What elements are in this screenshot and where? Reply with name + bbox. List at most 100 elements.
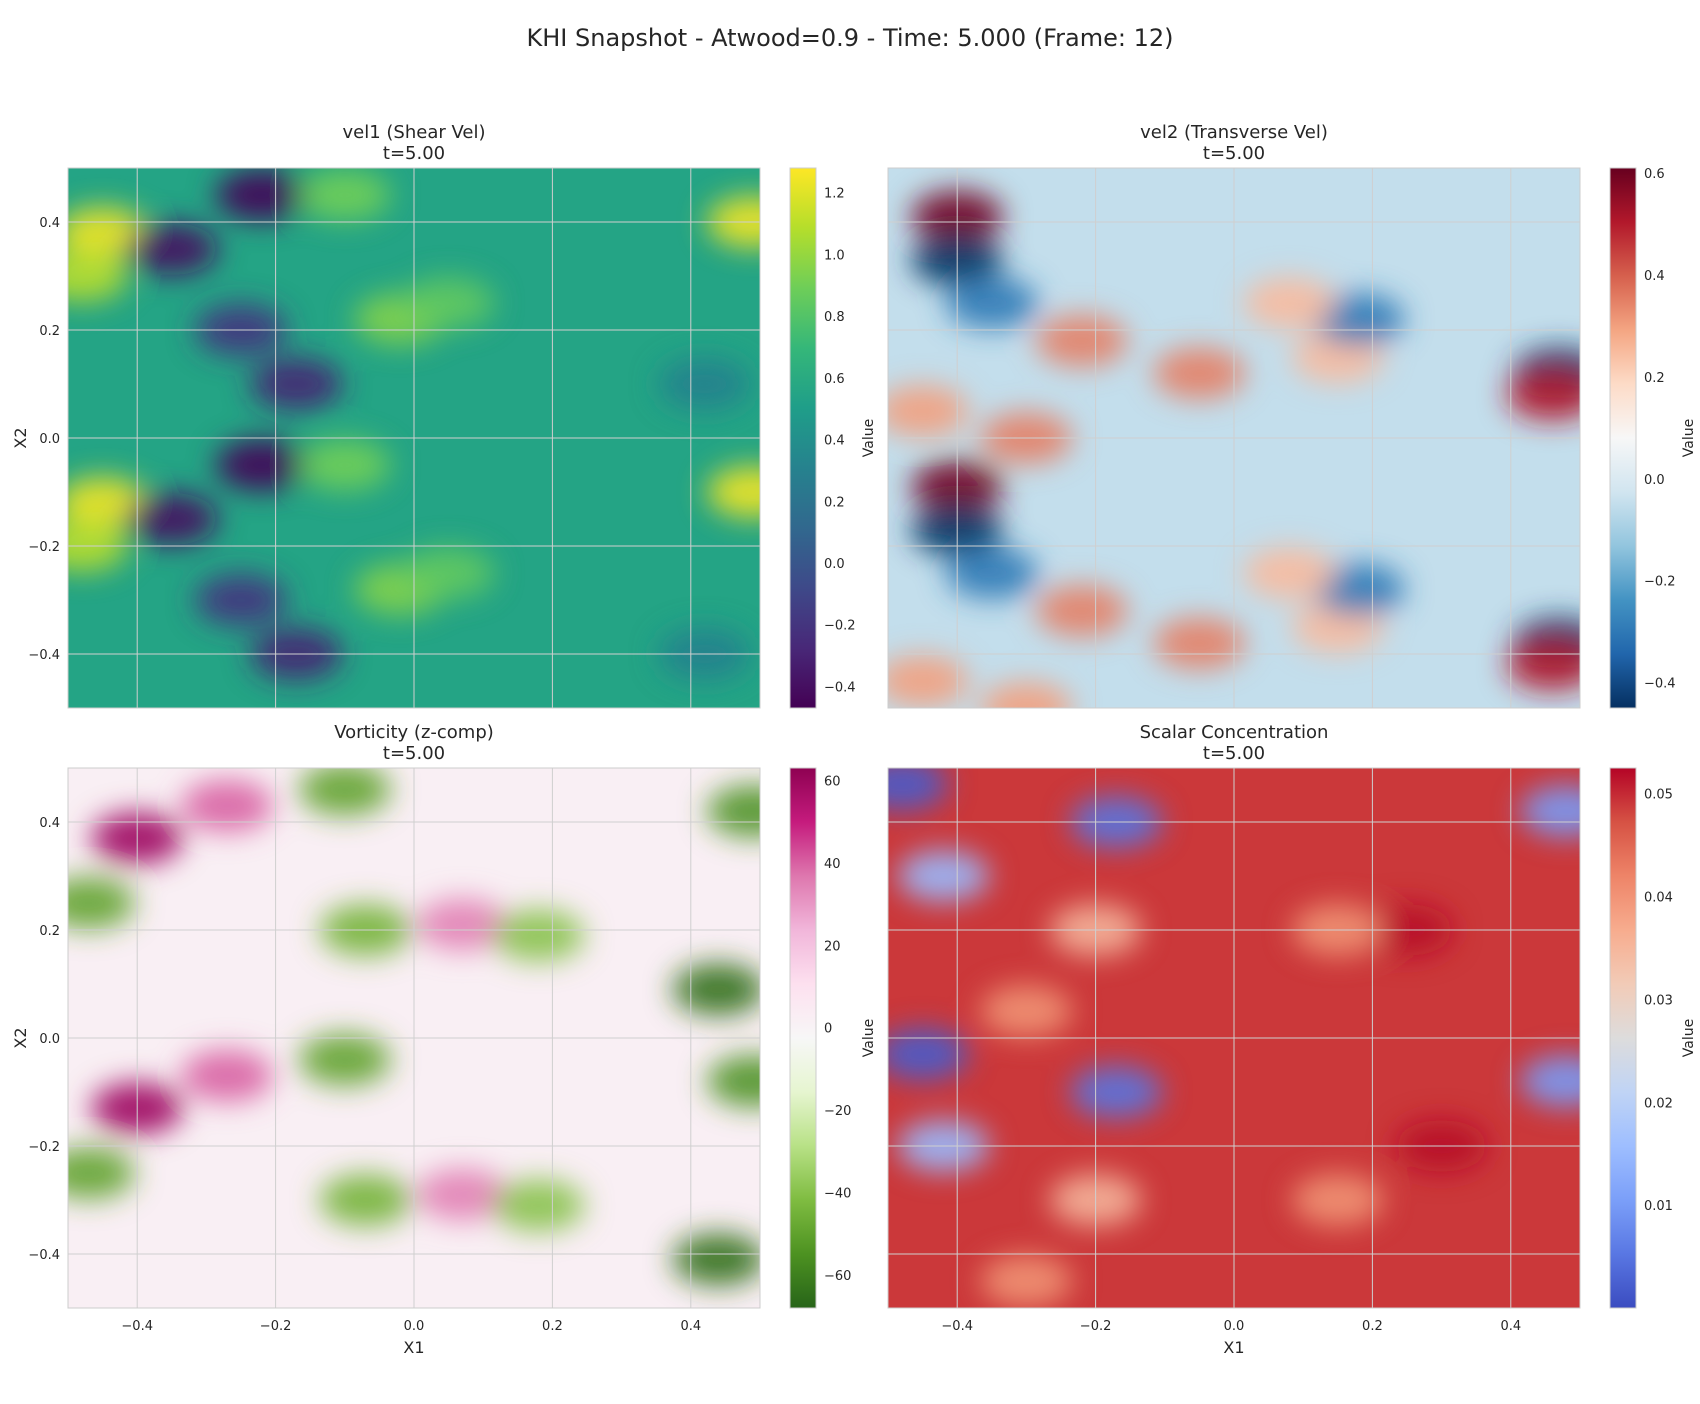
heatmap-field	[68, 169, 760, 680]
heatmap-feature	[1035, 584, 1128, 637]
colorbar-tick-label: 0.2	[824, 495, 845, 510]
heatmap-feature	[125, 223, 218, 275]
colorbar-tick-label: 0.0	[1644, 473, 1665, 488]
heatmap-feature	[402, 547, 495, 599]
heatmap-feature	[250, 358, 343, 410]
y-tick-label: 0.0	[39, 432, 60, 447]
axes-frame	[67, 167, 761, 709]
y-tick-label: −0.4	[28, 1248, 60, 1263]
heatmap-feature	[181, 1049, 274, 1102]
axes-frame	[887, 767, 1581, 1309]
colorbar-tick-label: −40	[824, 1187, 851, 1202]
heatmap-feature	[980, 682, 1073, 708]
figure-suptitle: KHI Snapshot - Atwood=0.9 - Time: 5.000 …	[527, 24, 1174, 52]
subplot-2: vel2 (Transverse Vel)t=5.00 −0.4 −0.2 0.0 0.…	[887, 122, 1697, 709]
x-axis-label: X1	[403, 1338, 424, 1357]
colorbar-tick-label: 40	[824, 857, 841, 872]
x-axis-label: X1	[1223, 1338, 1244, 1357]
colorbar-tick-label: 0.0	[824, 557, 845, 572]
x-tick-label: −0.2	[1080, 1319, 1112, 1334]
heatmap-feature	[1291, 1174, 1384, 1226]
colorbar-tick-label: 0.8	[824, 310, 845, 325]
axes-frame	[887, 167, 1581, 709]
heatmap-feature	[707, 785, 760, 838]
heatmap-feature	[888, 1028, 969, 1081]
heatmap-feature	[1506, 638, 1580, 691]
y-tick-label: −0.2	[28, 540, 60, 555]
colorbar-tick-label: −60	[824, 1269, 851, 1284]
colorbar-tick-label: 20	[824, 939, 841, 954]
x-tick-label: 0.4	[680, 1319, 701, 1334]
subplot-subtitle: t=5.00	[1203, 743, 1265, 764]
colorbar-label: Value	[1681, 1019, 1697, 1057]
y-tick-label: 0.4	[39, 216, 60, 231]
y-tick-label: 0.0	[39, 1032, 60, 1047]
heatmap-feature	[945, 547, 1038, 599]
colorbar-tick-label: 0.05	[1644, 788, 1673, 803]
heatmap-feature	[1070, 1066, 1163, 1118]
heatmap-feature	[298, 768, 391, 816]
x-tick-label: −0.4	[941, 1319, 973, 1334]
heatmap-feature	[492, 1179, 585, 1232]
heatmap-feature	[125, 493, 218, 545]
colorbar-tick-label: 0.4	[1644, 269, 1665, 284]
subplot-title: Vorticity (z-comp)	[334, 722, 494, 743]
heatmap-feature	[1312, 293, 1405, 346]
subplot-subtitle: t=5.00	[1203, 143, 1265, 164]
heatmap-feature	[195, 574, 287, 626]
colorbar	[1609, 767, 1637, 1309]
colorbar-tick-label: −0.2	[824, 619, 856, 634]
heatmap-feature	[1153, 617, 1246, 670]
x-tick-label: 0.2	[1362, 1319, 1383, 1334]
subplot-title: Scalar Concentration	[1140, 722, 1329, 743]
x-tick-label: 0.4	[1500, 1319, 1521, 1334]
heatmap-feature	[1312, 563, 1405, 616]
heatmap-feature	[658, 358, 751, 410]
heatmap-feature	[298, 439, 391, 491]
heatmap-field	[888, 768, 1580, 1307]
colorbar-tick-label: 0	[824, 1022, 832, 1037]
heatmap-feature	[888, 655, 969, 707]
heatmap-feature	[1035, 314, 1128, 367]
subplot-1: vel1 (Shear Vel)t=5.00 −0.4 −0.2 0.0 0.2 0.4 X…	[11, 122, 877, 709]
colorbar-tick-label: 0.6	[1644, 167, 1665, 182]
heatmap-feature	[1520, 1055, 1580, 1108]
y-axis-label: X2	[11, 1027, 30, 1048]
subplot-title: vel2 (Transverse Vel)	[1140, 122, 1328, 143]
heatmap-feature	[298, 1033, 391, 1086]
heatmap-feature	[68, 1147, 135, 1199]
heatmap-feature	[672, 963, 760, 1016]
heatmap-feature	[181, 779, 274, 832]
heatmap-feature	[980, 1255, 1073, 1307]
heatmap-feature	[1243, 277, 1336, 329]
colorbar-tick-label: 0.01	[1644, 1199, 1673, 1214]
colorbar-label: Value	[1681, 419, 1697, 457]
heatmap-feature	[1153, 347, 1246, 400]
y-tick-label: 0.2	[39, 924, 60, 939]
colorbar-label: Value	[861, 419, 877, 457]
colorbar-tick-label: −20	[824, 1104, 851, 1119]
heatmap-field	[888, 190, 1580, 708]
heatmap-feature	[68, 877, 135, 929]
heatmap-feature	[945, 277, 1038, 329]
colorbar-label: Value	[861, 1019, 877, 1057]
heatmap-feature	[897, 850, 990, 902]
heatmap-feature	[980, 985, 1073, 1037]
y-axis-label: X2	[11, 427, 30, 448]
y-tick-label: −0.4	[28, 648, 60, 663]
x-tick-label: 0.2	[542, 1319, 563, 1334]
axes-frame	[67, 767, 761, 1309]
colorbar-tick-label: 0.03	[1644, 993, 1673, 1008]
heatmap-feature	[1506, 368, 1580, 421]
x-tick-label: 0.0	[404, 1319, 425, 1334]
colorbar-tick-label: −0.2	[1644, 575, 1676, 590]
heatmap-feature	[672, 1233, 760, 1286]
colorbar-tick-label: 60	[824, 774, 841, 789]
heatmap-feature	[492, 909, 585, 962]
colorbar-tick-label: 0.02	[1644, 1096, 1673, 1111]
x-tick-label: −0.4	[121, 1319, 153, 1334]
heatmap-feature	[215, 169, 308, 221]
